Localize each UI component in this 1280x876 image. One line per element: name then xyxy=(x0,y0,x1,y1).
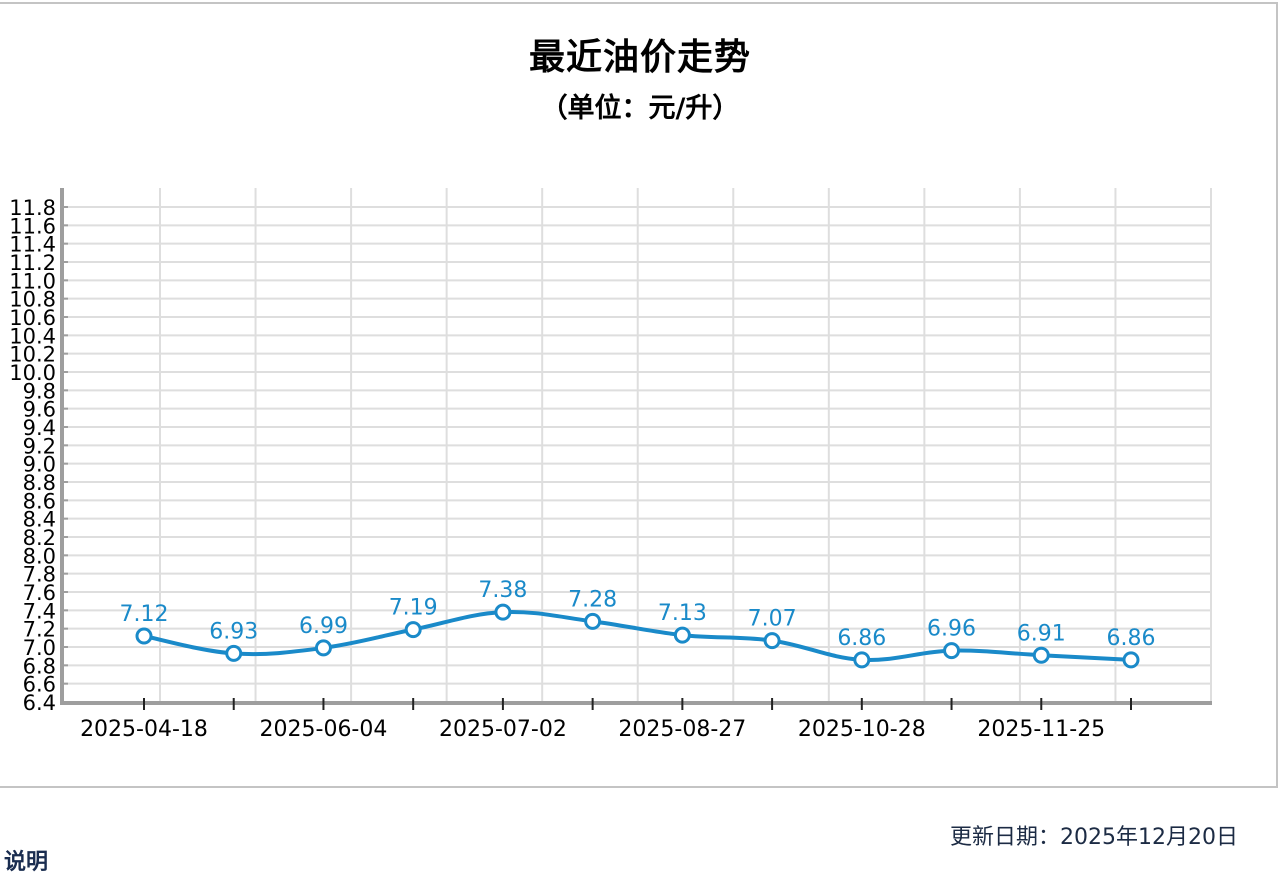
y-tick-label: 11.2 xyxy=(9,251,56,275)
chart-title: 最近油价走势 xyxy=(528,37,751,78)
y-tick-label: 10.4 xyxy=(9,324,56,348)
y-tick-label: 6.4 xyxy=(23,691,56,715)
y-tick-label: 10.2 xyxy=(9,343,56,367)
section-heading: 说明 xyxy=(4,850,49,875)
y-axis-ticks: 11.811.611.411.211.010.810.610.410.210.0… xyxy=(9,196,68,715)
data-label: 6.86 xyxy=(1107,626,1156,651)
price-line xyxy=(142,609,1133,663)
y-tick-label: 8.8 xyxy=(23,471,56,495)
data-point-marker xyxy=(314,639,332,657)
data-point-marker xyxy=(135,627,153,645)
y-tick-label: 11.0 xyxy=(9,269,56,293)
data-label: 6.96 xyxy=(927,617,976,642)
y-tick-label: 6.8 xyxy=(23,654,56,678)
data-point-marker xyxy=(584,612,602,630)
y-tick-label: 9.8 xyxy=(23,379,56,403)
data-label: 7.07 xyxy=(748,607,797,632)
y-tick-label: 9.6 xyxy=(23,398,56,422)
data-point-marker xyxy=(494,603,512,621)
data-point-marker xyxy=(225,644,243,662)
data-label: 6.91 xyxy=(1017,621,1066,646)
line-chart: 11.811.611.411.211.010.810.610.410.210.0… xyxy=(9,188,1212,742)
y-tick-label: 7.8 xyxy=(23,563,56,587)
y-tick-label: 10.6 xyxy=(9,306,56,330)
data-point-marker xyxy=(1122,651,1140,669)
y-tick-label: 7.2 xyxy=(23,618,56,642)
x-tick-label: 2025-11-25 xyxy=(977,717,1105,742)
y-tick-label: 9.0 xyxy=(23,453,56,477)
y-tick-label: 11.6 xyxy=(9,214,56,238)
x-tick-label: 2025-07-02 xyxy=(439,717,567,742)
data-point-marker xyxy=(1032,646,1050,664)
data-label: 7.12 xyxy=(120,602,169,627)
x-axis-ticks: 2025-04-18 2025-06-04 2025-07-02 2025-08-27… xyxy=(80,698,1132,742)
data-label: 6.99 xyxy=(299,614,348,639)
data-point-marker xyxy=(943,642,961,660)
y-tick-label: 11.4 xyxy=(9,233,56,257)
data-labels: 7.12 6.93 6.99 7.19 7.38 7.28 7.13 7.07 6.86 6.96… xyxy=(120,578,1156,651)
x-tick-label: 2025-06-04 xyxy=(260,717,388,742)
y-tick-label: 7.6 xyxy=(23,581,56,605)
data-point-marker xyxy=(853,651,871,669)
y-tick-label: 7.0 xyxy=(23,636,56,660)
data-label: 6.86 xyxy=(837,626,886,651)
data-label: 7.28 xyxy=(568,587,617,612)
x-tick-label: 2025-08-27 xyxy=(618,717,746,742)
data-point-marker xyxy=(404,621,422,639)
y-tick-label: 9.4 xyxy=(23,416,56,440)
y-tick-label: 10.8 xyxy=(9,288,56,312)
data-label: 7.38 xyxy=(478,578,527,603)
x-tick-label: 2025-10-28 xyxy=(798,717,926,742)
y-tick-label: 11.8 xyxy=(9,196,56,220)
y-tick-label: 8.0 xyxy=(23,544,56,568)
y-tick-label: 7.4 xyxy=(23,599,56,623)
y-tick-label: 9.2 xyxy=(23,434,56,458)
chart-subtitle: （单位：元/升） xyxy=(540,93,740,124)
data-label: 7.13 xyxy=(658,601,707,626)
data-label: 7.19 xyxy=(389,596,438,621)
grid-lines xyxy=(62,188,1212,703)
y-tick-label: 8.6 xyxy=(23,489,56,513)
data-point-marker xyxy=(763,632,781,650)
data-label: 6.93 xyxy=(209,619,258,644)
y-tick-label: 8.4 xyxy=(23,508,56,532)
data-point-marker xyxy=(673,626,691,644)
data-point-markers xyxy=(135,603,1140,669)
y-tick-label: 8.2 xyxy=(23,526,56,550)
y-tick-label: 10.0 xyxy=(9,361,56,385)
x-tick-label: 2025-04-18 xyxy=(80,717,208,742)
axes xyxy=(60,188,1212,705)
y-tick-label: 6.6 xyxy=(23,673,56,697)
update-date: 更新日期：2025年12月20日 xyxy=(950,825,1238,850)
